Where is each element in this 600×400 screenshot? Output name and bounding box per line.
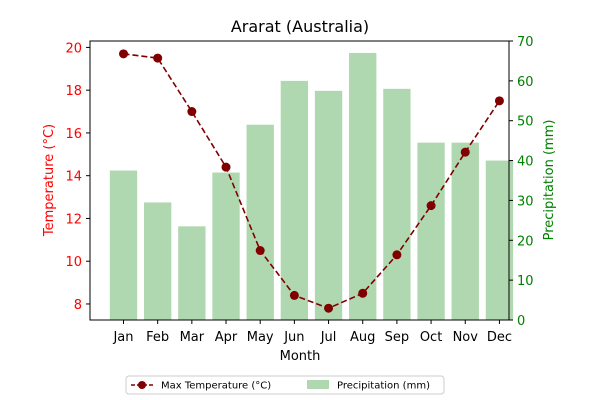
x-tick-label-nov: Nov	[453, 330, 479, 345]
legend-bar-swatch	[307, 380, 329, 389]
temp-point-feb	[153, 53, 163, 63]
y-right-tick-label: 60	[517, 75, 534, 90]
x-axis: Jan Feb Mar Apr May Jun Jul Aug Sep Oct Nov Dec	[112, 320, 512, 345]
y-left-tick-label: 12	[65, 212, 82, 227]
y-right-tick-label: 30	[517, 194, 534, 209]
legend-entry-precipitation: Precipitation (mm)	[337, 381, 430, 392]
temp-point-dec	[494, 96, 504, 106]
y-axis-right: 0 10 20 30 40 50 60 70	[509, 35, 534, 329]
y-right-tick-label: 40	[517, 155, 534, 170]
temp-point-may	[255, 246, 265, 256]
temp-point-jan	[118, 49, 128, 59]
precip-bar-nov	[451, 142, 479, 320]
precip-bar-may	[246, 124, 274, 320]
precip-bar-jul	[314, 90, 343, 320]
x-tick-label-may: May	[247, 330, 274, 345]
temp-point-nov	[460, 147, 470, 157]
y-right-tick-label: 50	[517, 115, 534, 130]
x-tick-label-jan: Jan	[112, 330, 133, 345]
y-left-tick-label: 20	[65, 41, 82, 56]
precipitation-bars	[109, 52, 514, 320]
y-axis-right-label: Precipitation (mm)	[542, 120, 557, 241]
x-tick-label-oct: Oct	[420, 330, 442, 345]
plot-frame	[89, 40, 510, 321]
y-right-tick-label: 10	[517, 274, 534, 289]
y-axis-left: 8 10 12 14 16 18 20	[65, 41, 90, 313]
precip-bar-jun	[280, 80, 309, 320]
precip-bar-feb	[143, 202, 172, 320]
x-axis-label: Month	[280, 349, 321, 364]
y-axis-left-label: Temperature (°C)	[42, 124, 57, 237]
x-tick-label-apr: Apr	[215, 330, 238, 345]
y-left-tick-label: 8	[74, 298, 82, 313]
x-tick-label-dec: Dec	[487, 330, 512, 345]
temp-point-mar	[187, 107, 197, 117]
legend-box	[125, 375, 445, 395]
y-right-tick-label: 70	[517, 35, 534, 50]
temp-point-jun	[289, 290, 299, 300]
x-tick-label-jun: Jun	[283, 330, 304, 345]
temp-point-sep	[392, 250, 402, 260]
precip-bar-mar	[178, 226, 206, 320]
x-tick-label-jul: Jul	[320, 330, 337, 345]
chart-title: Ararat (Australia)	[231, 17, 369, 36]
y-left-tick-label: 10	[65, 255, 82, 270]
precip-bar-sep	[383, 88, 411, 320]
y-left-tick-label: 14	[65, 170, 82, 185]
precip-bar-jan	[109, 170, 138, 320]
x-tick-label-sep: Sep	[385, 330, 410, 345]
y-right-tick-label: 0	[517, 314, 525, 329]
x-tick-label-mar: Mar	[180, 330, 205, 345]
precip-bar-aug	[349, 52, 377, 320]
temperature-line	[123, 53, 501, 310]
temp-point-oct	[426, 201, 436, 211]
legend-entry-temperature: Max Temperature (°C)	[161, 381, 271, 392]
x-tick-label-aug: Aug	[350, 330, 375, 345]
legend: Max Temperature (°C) Precipitation (mm)	[125, 375, 445, 395]
y-left-tick-label: 16	[65, 127, 82, 142]
temp-point-apr	[221, 162, 231, 172]
x-tick-label-feb: Feb	[146, 330, 169, 345]
precip-bar-apr	[212, 172, 240, 320]
y-left-tick-label: 18	[65, 84, 82, 99]
legend-marker-swatch	[138, 381, 146, 389]
temp-point-jul	[324, 303, 334, 313]
precip-bar-oct	[417, 142, 445, 320]
temperature-line-group	[118, 49, 504, 313]
temp-point-aug	[358, 288, 368, 298]
y-right-tick-label: 20	[517, 234, 534, 249]
